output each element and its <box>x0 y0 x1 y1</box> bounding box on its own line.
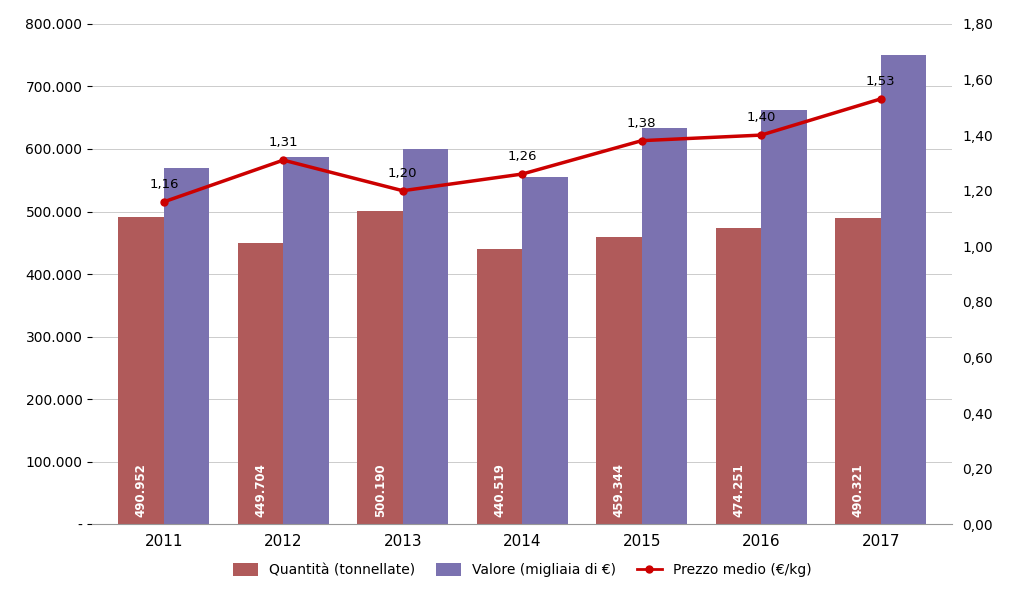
Bar <box>164 168 209 524</box>
Prezzo medio (€/kg) <box>755 132 767 139</box>
Bar <box>357 212 402 524</box>
Text: 474.251: 474.251 <box>732 463 745 517</box>
Bar <box>596 237 642 524</box>
Text: 1,53: 1,53 <box>866 75 895 88</box>
Prezzo medio (€/kg) <box>516 170 528 178</box>
Text: 490.952: 490.952 <box>134 463 147 517</box>
Bar <box>881 55 926 524</box>
Bar <box>477 249 522 524</box>
Prezzo medio (€/kg) <box>278 157 290 164</box>
Text: 449.704: 449.704 <box>254 463 267 517</box>
Line: Prezzo medio (€/kg): Prezzo medio (€/kg) <box>161 95 884 205</box>
Bar <box>642 128 687 524</box>
Bar <box>761 110 807 524</box>
Prezzo medio (€/kg) <box>874 95 887 103</box>
Bar <box>522 177 567 524</box>
Text: 1,40: 1,40 <box>746 111 776 124</box>
Bar <box>284 157 329 524</box>
Text: 500.190: 500.190 <box>374 463 387 517</box>
Text: 490.321: 490.321 <box>851 463 864 517</box>
Bar <box>238 243 284 524</box>
Text: 1,38: 1,38 <box>627 117 656 129</box>
Bar <box>716 228 761 524</box>
Bar <box>836 218 881 524</box>
Bar <box>119 218 164 524</box>
Text: 1,31: 1,31 <box>268 136 298 149</box>
Legend: Quantità (tonnellate), Valore (migliaia di €), Prezzo medio (€/kg): Quantità (tonnellate), Valore (migliaia … <box>227 557 817 583</box>
Bar <box>402 149 449 524</box>
Text: 459.344: 459.344 <box>612 463 626 517</box>
Prezzo medio (€/kg) <box>158 198 170 206</box>
Text: 1,26: 1,26 <box>508 150 537 163</box>
Text: 1,16: 1,16 <box>150 178 178 191</box>
Prezzo medio (€/kg) <box>396 187 409 194</box>
Text: 1,20: 1,20 <box>388 167 418 179</box>
Prezzo medio (€/kg) <box>636 137 648 144</box>
Text: 440.519: 440.519 <box>493 463 506 517</box>
